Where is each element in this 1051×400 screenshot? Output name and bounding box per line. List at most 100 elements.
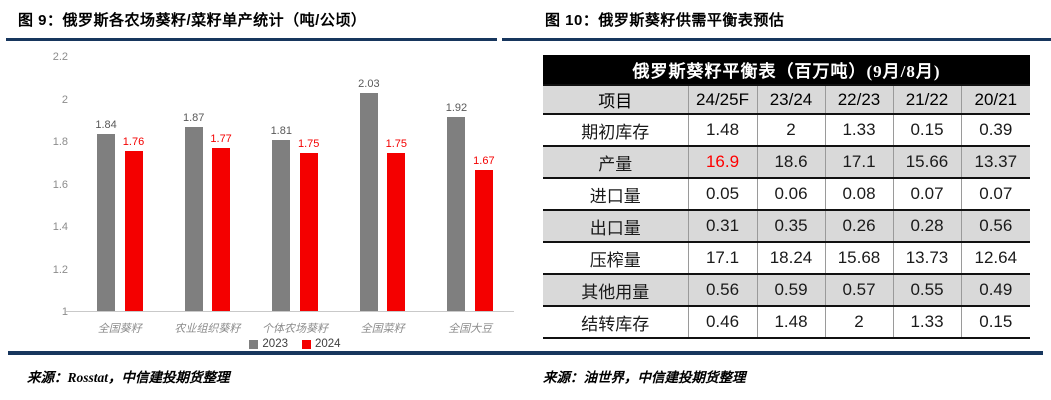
table-cell: 0.46 [687,306,757,339]
table-cell: 0.31 [687,210,757,243]
x-axis-label: 全国大豆 [448,323,493,335]
table-cell: 2 [756,114,825,147]
table-cell: 0.35 [756,210,825,243]
table-cell: 0.07 [960,178,1031,211]
legend-swatch [302,339,311,349]
table-cell: 15.68 [824,242,893,275]
plot-area: 1.84 1.76 1.87 1.77 1.81 1.75 2.03 1.75 1.92 1.67 [66,57,514,312]
y-axis-tick: 1.8 [52,136,68,148]
table-row: 出口量 0.31 0.35 0.26 0.28 0.56 [543,210,1031,243]
x-axis-label: 全国菜籽 [360,323,405,335]
row-label: 结转库存 [543,306,688,339]
bar-2024 [212,148,231,312]
row-label: 其他用量 [543,274,688,307]
table-cell: 1.48 [756,306,825,339]
table-cell: 17.1 [687,242,757,275]
bar-with-label: 1.84 [95,119,117,312]
table-cell: 0.59 [756,274,825,307]
table-cell: 0.06 [756,178,825,211]
bar-with-label: 1.67 [473,154,495,312]
table-cell: 0.56 [960,210,1031,243]
table-cell: 13.37 [960,146,1031,179]
bar-group: 1.87 1.77 [164,57,252,312]
y-axis-tick: 1.2 [52,263,68,276]
legend-label: 2023 [262,338,288,350]
table-cell: 0.56 [687,274,757,307]
balance-table: 俄罗斯葵籽平衡表（百万吨）(9月/8月) 项目 24/25F 23/24 22/23 21… [543,55,1031,339]
figure10-title: 图 10：俄罗斯葵籽供需平衡表预估 [545,12,785,29]
legend-swatch [249,339,259,349]
bar-value-label: 1.87 [182,112,205,125]
x-axis-line [66,311,514,312]
figure9-title-rule [6,38,497,41]
bar-value-label: 1.81 [270,124,292,137]
table-cell: 1.33 [892,306,961,339]
table-cell: 1.33 [824,114,893,147]
table-cell: 0.39 [960,114,1031,147]
y-axis-tick: 1.4 [52,221,68,233]
table-cell: 2 [824,306,893,339]
table-header-cell: 20/21 [960,84,1031,115]
bar-value-label: 1.75 [385,137,407,150]
row-label: 出口量 [543,210,688,243]
bar-with-label: 1.87 [183,112,204,312]
bar-group: 2.03 1.75 [339,57,427,312]
table-cell: 0.49 [960,274,1031,307]
table-cell: 15.66 [892,146,961,179]
bar-with-label: 1.81 [271,125,292,312]
bar-2024 [474,169,493,312]
bar-group: 1.84 1.76 [76,57,164,312]
legend-item: 2024 [302,338,341,350]
bar-2024 [124,150,143,312]
bar-2023 [359,93,378,312]
bar-value-label: 2.03 [358,78,380,91]
table-cell: 18.6 [756,146,825,179]
table-cell: 12.64 [960,242,1031,275]
bar-value-label: 1.92 [445,101,468,114]
y-axis-tick: 2 [61,93,68,106]
table-cell: 0.15 [960,306,1031,339]
table-cell: 17.1 [824,146,893,179]
bar-2023 [272,139,291,312]
bar-value-label: 1.67 [473,154,495,167]
bar-with-label: 1.75 [386,138,407,312]
table-cell: 0.26 [824,210,893,243]
table-title-row: 俄罗斯葵籽平衡表（百万吨）(9月/8月) [543,55,1031,86]
figure10-source: 来源：油世界，中信建投期货整理 [543,370,746,385]
table-header-cell: 21/22 [892,84,961,115]
bar-2024 [387,152,406,312]
figure9-title: 图 9：俄罗斯各农场葵籽/菜籽单产统计（吨/公顷） [18,12,367,29]
bar-with-label: 1.77 [210,133,232,312]
y-axis-tick: 2.2 [52,51,68,63]
legend-item: 2023 [249,338,288,350]
bar-value-label: 1.76 [122,135,145,148]
table-cell: 0.57 [824,274,893,307]
row-label: 压榨量 [543,242,688,275]
legend-label: 2024 [315,338,341,350]
bar-group: 1.92 1.67 [426,57,514,312]
table-header-cell: 23/24 [756,84,825,115]
table-row: 进口量 0.05 0.06 0.08 0.07 0.07 [543,178,1031,211]
table-row: 期初库存 1.48 2 1.33 0.15 0.39 [543,114,1031,147]
y-axis: 1 1.2 1.4 1.6 1.8 2 2.2 [38,51,70,318]
row-label: 期初库存 [543,114,688,147]
table-cell: 0.55 [892,274,961,307]
x-axis-label: 农业组织葵籽 [174,323,241,335]
x-axis-labels: 全国葵籽 农业组织葵籽 个体农场葵籽 全国菜籽 全国大豆 [76,320,514,336]
bar-2023 [97,133,116,312]
table-cell: 1.48 [687,114,757,147]
x-axis-label: 全国葵籽 [97,323,142,335]
table-header-cell: 24/25F [687,84,757,115]
figure9-source: 来源：Rosstat，中信建投期货整理 [27,370,230,385]
y-axis-tick: 1.6 [52,178,68,191]
table-header-cell: 22/23 [824,84,893,115]
table-header-cell: 项目 [543,84,688,115]
table-cell: 0.15 [892,114,961,147]
bar-with-label: 2.03 [358,78,380,312]
table-row: 压榨量 17.1 18.24 15.68 13.73 12.64 [543,242,1031,275]
bar-group: 1.81 1.75 [251,57,339,312]
bar-2023 [184,127,203,312]
bar-value-label: 1.77 [210,133,232,146]
table-cell: 0.08 [824,178,893,211]
